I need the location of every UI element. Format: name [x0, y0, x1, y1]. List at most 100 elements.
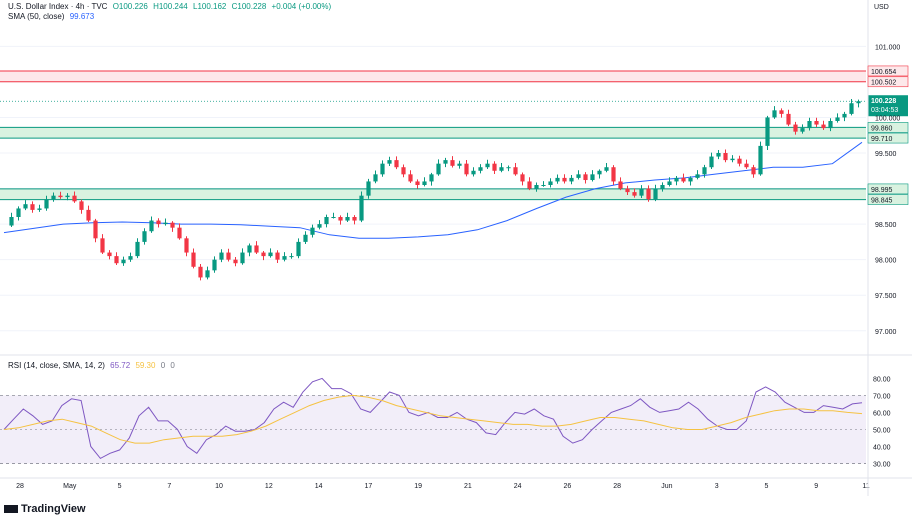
candle[interactable] — [835, 117, 840, 121]
candle[interactable] — [576, 174, 581, 178]
price-tick-label[interactable]: 97.000 — [875, 329, 897, 336]
candle[interactable] — [779, 110, 784, 114]
support-zone[interactable] — [0, 127, 866, 139]
candle[interactable] — [156, 220, 161, 225]
candle[interactable] — [660, 185, 665, 189]
candle[interactable] — [667, 181, 672, 185]
candle[interactable] — [226, 252, 231, 260]
candle[interactable] — [37, 208, 42, 210]
candle[interactable] — [807, 121, 812, 129]
symbol-legend[interactable]: U.S. Dollar Index · 4h · TVC O100.226 H1… — [8, 2, 334, 12]
candle[interactable] — [345, 217, 350, 221]
time-tick-label[interactable]: 5 — [765, 483, 769, 490]
candle[interactable] — [114, 256, 119, 264]
candle[interactable] — [478, 167, 483, 171]
rsi-label[interactable]: RSI (14, close, SMA, 14, 2) — [8, 361, 105, 370]
candle[interactable] — [177, 227, 182, 239]
time-tick-label[interactable]: 3 — [715, 483, 719, 490]
time-tick-label[interactable]: 19 — [414, 483, 422, 490]
candle[interactable] — [527, 181, 532, 189]
candle[interactable] — [219, 252, 224, 260]
price-tick-label[interactable]: 97.500 — [875, 293, 897, 300]
time-tick-label[interactable]: 9 — [814, 483, 818, 490]
time-tick-label[interactable]: 7 — [167, 483, 171, 490]
candle[interactable] — [632, 192, 637, 196]
sma-50-line[interactable] — [3, 141, 863, 239]
candle[interactable] — [163, 222, 168, 225]
candle[interactable] — [639, 188, 644, 196]
candle[interactable] — [464, 163, 469, 175]
candle[interactable] — [44, 199, 49, 209]
candle[interactable] — [492, 163, 497, 171]
candle[interactable] — [765, 117, 770, 146]
price-tick-label[interactable]: 99.500 — [875, 151, 897, 158]
candle[interactable] — [534, 185, 539, 189]
candle[interactable] — [93, 220, 98, 239]
candle[interactable] — [772, 110, 777, 118]
candle[interactable] — [23, 204, 28, 209]
candle[interactable] — [100, 238, 105, 253]
rsi-tick-label[interactable]: 80.00 — [873, 376, 891, 383]
candle[interactable] — [702, 167, 707, 175]
candle[interactable] — [443, 160, 448, 164]
time-tick-label[interactable]: 14 — [315, 483, 323, 490]
candle[interactable] — [653, 188, 658, 200]
candle[interactable] — [289, 256, 294, 258]
candle[interactable] — [387, 160, 392, 164]
candle[interactable] — [338, 217, 343, 221]
candle[interactable] — [310, 227, 315, 235]
candle[interactable] — [261, 252, 266, 257]
candle[interactable] — [751, 167, 756, 175]
candle[interactable] — [793, 124, 798, 132]
candle[interactable] — [450, 160, 455, 166]
candle[interactable] — [401, 167, 406, 175]
candle[interactable] — [184, 238, 189, 253]
time-tick-label[interactable]: 10 — [215, 483, 223, 490]
candle[interactable] — [408, 174, 413, 182]
candle[interactable] — [520, 174, 525, 182]
time-tick-label[interactable]: May — [63, 483, 77, 490]
candle[interactable] — [205, 270, 210, 278]
price-axis-unit[interactable]: USD — [874, 4, 889, 11]
candle[interactable] — [275, 252, 280, 260]
candle[interactable] — [86, 209, 91, 221]
time-tick-label[interactable]: 28 — [613, 483, 621, 490]
rsi-tick-label[interactable]: 50.00 — [873, 427, 891, 434]
candle[interactable] — [744, 163, 749, 168]
sma-label[interactable]: SMA (50, close) — [8, 12, 65, 21]
candle[interactable] — [128, 256, 133, 260]
candle[interactable] — [394, 160, 399, 168]
candle[interactable] — [842, 113, 847, 118]
time-tick-label[interactable]: 12 — [265, 483, 273, 490]
candle[interactable] — [716, 153, 721, 157]
time-tick-label[interactable]: 21 — [464, 483, 472, 490]
candle[interactable] — [352, 217, 357, 221]
candle[interactable] — [121, 259, 126, 264]
candle[interactable] — [499, 167, 504, 171]
candle[interactable] — [506, 167, 511, 169]
rsi-line[interactable] — [3, 377, 863, 460]
candle[interactable] — [485, 163, 490, 168]
candle[interactable] — [674, 177, 679, 182]
candle[interactable] — [814, 121, 819, 125]
candle[interactable] — [16, 208, 21, 217]
candle[interactable] — [366, 181, 371, 196]
candle[interactable] — [198, 266, 203, 278]
candle[interactable] — [240, 252, 245, 264]
price-tick-label[interactable]: 98.000 — [875, 258, 897, 265]
time-tick-label[interactable]: 11 — [862, 483, 869, 490]
candle[interactable] — [233, 259, 238, 264]
candle[interactable] — [282, 256, 287, 260]
candle[interactable] — [422, 181, 427, 185]
candle[interactable] — [324, 217, 329, 225]
candle[interactable] — [604, 167, 609, 171]
candle[interactable] — [373, 174, 378, 182]
time-tick-label[interactable]: 5 — [118, 483, 122, 490]
candle[interactable] — [149, 220, 154, 232]
candle[interactable] — [436, 163, 441, 175]
candle[interactable] — [135, 241, 140, 257]
candle[interactable] — [471, 170, 476, 175]
rsi-tick-label[interactable]: 70.00 — [873, 393, 891, 400]
candle[interactable] — [72, 195, 77, 202]
rsi-tick-label[interactable]: 30.00 — [873, 461, 891, 468]
